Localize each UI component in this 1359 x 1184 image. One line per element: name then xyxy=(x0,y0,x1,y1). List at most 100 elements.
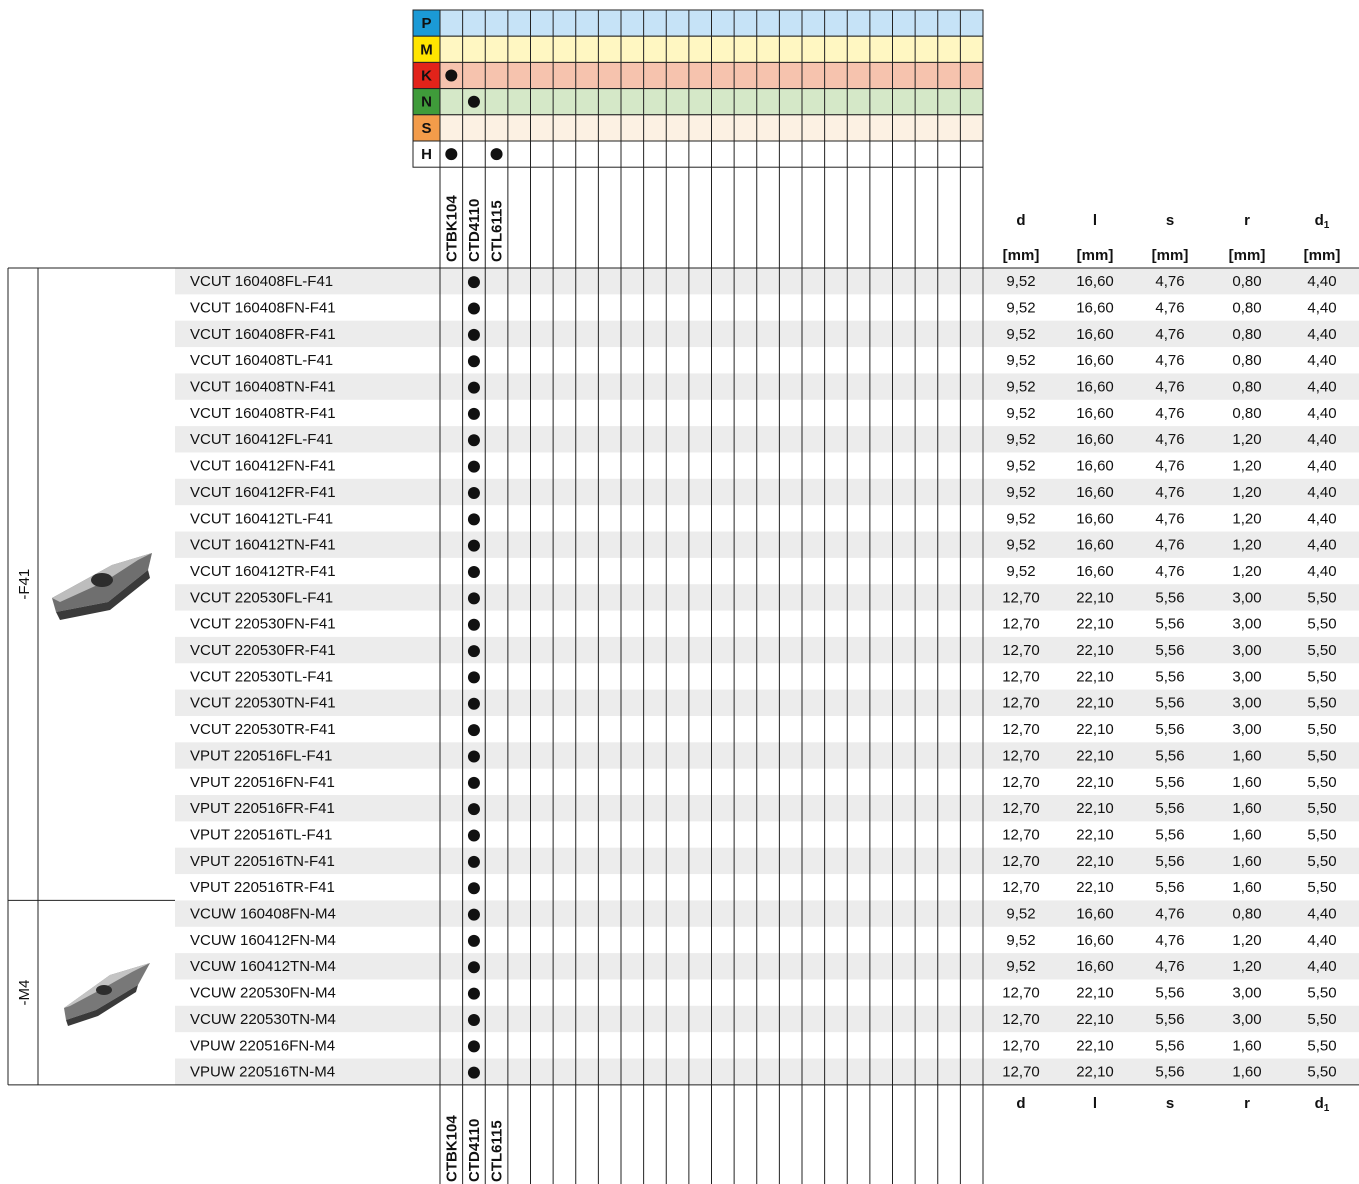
material-code: P xyxy=(421,15,431,32)
dimension-value: 4,40 xyxy=(1307,431,1336,448)
dimension-value: 5,50 xyxy=(1307,589,1336,606)
dimension-value: 5,50 xyxy=(1307,695,1336,712)
dimension-value: 5,56 xyxy=(1155,721,1184,738)
dimension-value: 12,70 xyxy=(1002,747,1040,764)
dimension-value: 9,52 xyxy=(1006,299,1035,316)
dimension-value: 1,60 xyxy=(1232,826,1261,843)
dimension-value: 9,52 xyxy=(1006,273,1035,290)
dimension-value: 5,50 xyxy=(1307,800,1336,817)
symbol: d xyxy=(1016,1095,1025,1112)
dimension-value: 9,52 xyxy=(1006,484,1035,501)
dimension-value: 3,00 xyxy=(1232,642,1261,659)
dimension-value: 5,56 xyxy=(1155,1064,1184,1081)
grade-dot xyxy=(467,908,480,921)
dimension-value: 1,60 xyxy=(1232,1064,1261,1081)
dimension-value: 5,56 xyxy=(1155,826,1184,843)
designation: VCUT 160408TR-F41 xyxy=(190,405,336,422)
grade-dot xyxy=(467,1040,480,1053)
grade-dot xyxy=(467,724,480,737)
grade-dot xyxy=(467,934,480,947)
dimension-value: 4,76 xyxy=(1155,458,1184,475)
dimension-value: 0,80 xyxy=(1232,352,1261,369)
dimension-value: 12,70 xyxy=(1002,1011,1040,1028)
dimension-value: 12,70 xyxy=(1002,616,1040,633)
dimension-value: 22,10 xyxy=(1076,1037,1114,1054)
designation: VPUT 220516FR-F41 xyxy=(190,800,335,817)
dimension-value: 1,20 xyxy=(1232,537,1261,554)
material-code-box xyxy=(412,9,441,37)
dimension-value: 12,70 xyxy=(1002,642,1040,659)
grade-dot xyxy=(467,776,480,789)
dimension-value: 4,76 xyxy=(1155,563,1184,580)
dimension-value: 3,00 xyxy=(1232,721,1261,738)
dimension-value: 3,00 xyxy=(1232,589,1261,606)
column-unit: [mm] xyxy=(1003,247,1040,264)
material-dot xyxy=(445,69,458,82)
designation: VCUT 220530TR-F41 xyxy=(190,721,336,738)
dimension-value: 16,60 xyxy=(1076,484,1114,501)
grade-name: CTD4110 xyxy=(466,1119,483,1182)
dimension-value: 3,00 xyxy=(1232,985,1261,1002)
dimension-value: 1,20 xyxy=(1232,563,1261,580)
grade-dot xyxy=(467,460,480,473)
symbol: s xyxy=(1166,1095,1174,1112)
designation: VCUW 160412TN-M4 xyxy=(190,958,336,975)
dimension-value: 5,50 xyxy=(1307,985,1336,1002)
dimension-value: 12,70 xyxy=(1002,668,1040,685)
grade-dot xyxy=(467,434,480,447)
symbol: s xyxy=(1166,212,1174,229)
dimension-value: 16,60 xyxy=(1076,405,1114,422)
dimension-value: 5,50 xyxy=(1307,774,1336,791)
row-shade xyxy=(175,795,1359,822)
row-shade xyxy=(175,531,1359,558)
dimension-value: 3,00 xyxy=(1232,695,1261,712)
column-unit: [mm] xyxy=(1152,247,1189,264)
subscript: 1 xyxy=(1324,1103,1330,1114)
dimension-value: 5,50 xyxy=(1307,1011,1336,1028)
dimension-value: 4,40 xyxy=(1307,906,1336,923)
dimension-value: 4,40 xyxy=(1307,537,1336,554)
symbol: r xyxy=(1244,212,1250,229)
designation: VCUT 220530FR-F41 xyxy=(190,642,336,659)
dimension-value: 22,10 xyxy=(1076,774,1114,791)
designation: VCUT 160408FR-F41 xyxy=(190,326,336,343)
material-code-box xyxy=(412,35,441,63)
dimension-value: 3,00 xyxy=(1232,1011,1261,1028)
grade-dot xyxy=(467,618,480,631)
row-shade xyxy=(175,584,1359,611)
column-symbol-footer: d1 xyxy=(1315,1095,1330,1114)
dimension-value: 12,70 xyxy=(1002,1037,1040,1054)
dimension-value: 9,52 xyxy=(1006,379,1035,396)
column-symbol: l xyxy=(1093,212,1097,229)
designation: VCUW 220530TN-M4 xyxy=(190,1011,336,1028)
dimension-value: 5,56 xyxy=(1155,747,1184,764)
dimension-value: 16,60 xyxy=(1076,431,1114,448)
material-dot xyxy=(445,148,458,161)
dimension-value: 4,76 xyxy=(1155,326,1184,343)
dimension-value: 4,76 xyxy=(1155,932,1184,949)
row-shade xyxy=(175,426,1359,453)
designation: VCUT 220530FL-F41 xyxy=(190,589,333,606)
designation: VPUT 220516TL-F41 xyxy=(190,826,332,843)
dimension-value: 4,76 xyxy=(1155,537,1184,554)
dimension-value: 4,76 xyxy=(1155,484,1184,501)
dimension-value: 1,20 xyxy=(1232,932,1261,949)
grade-dot xyxy=(467,276,480,289)
dimension-value: 22,10 xyxy=(1076,616,1114,633)
designation: VPUW 220516FN-M4 xyxy=(190,1037,335,1054)
dimension-value: 9,52 xyxy=(1006,906,1035,923)
dimension-value: 1,20 xyxy=(1232,458,1261,475)
symbol: d xyxy=(1315,212,1324,229)
dimension-value: 5,56 xyxy=(1155,589,1184,606)
dimension-value: 22,10 xyxy=(1076,589,1114,606)
dimension-value: 4,40 xyxy=(1307,458,1336,475)
column-symbol: r xyxy=(1244,212,1250,229)
column-symbol: d1 xyxy=(1315,212,1330,231)
grade-dot xyxy=(467,328,480,341)
row-shade xyxy=(175,900,1359,927)
dimension-value: 16,60 xyxy=(1076,458,1114,475)
dimension-value: 1,20 xyxy=(1232,958,1261,975)
material-dot xyxy=(467,95,480,108)
grade-dot xyxy=(467,803,480,816)
